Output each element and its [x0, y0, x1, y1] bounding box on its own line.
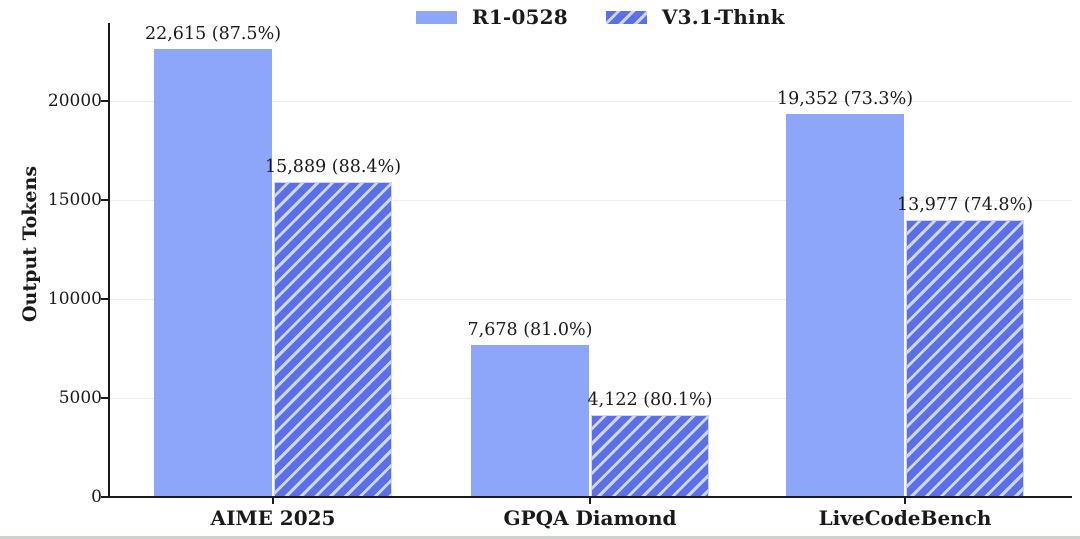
- x-axis-spine: [108, 496, 1072, 498]
- bar-value-r1-0528-aime-2025: 22,615 (87.5%): [144, 24, 282, 45]
- window-bottom-edge: [0, 536, 1080, 539]
- gridline-10000: [110, 298, 1072, 300]
- bar-r1-0528-gpqa-diamond: [471, 344, 589, 498]
- y-tick-label-5000: 5000: [58, 388, 102, 408]
- bar-value-v3-1-think-livecodebench: 13,977 (74.8%): [896, 195, 1034, 216]
- gridline-15000: [110, 199, 1072, 201]
- y-tick-15000: [101, 199, 108, 201]
- y-tick-0: [101, 496, 108, 498]
- bar-v3-1-think-livecodebench: [906, 220, 1024, 498]
- x-category-livecodebench: LiveCodeBench: [818, 506, 992, 530]
- bar-r1-0528-livecodebench: [786, 113, 904, 498]
- bar-value-v3-1-think-aime-2025: 15,889 (88.4%): [264, 157, 402, 178]
- x-tick-aime-2025: [272, 498, 274, 504]
- legend-item-r1-0528: R1-0528: [416, 5, 568, 29]
- legend-label-v31-think: V3.1-Think: [661, 5, 785, 29]
- legend: R1-0528 V3.1-Think: [416, 5, 785, 29]
- x-category-aime-2025: AIME 2025: [210, 506, 336, 530]
- y-tick-10000: [101, 298, 108, 300]
- bar-value-r1-0528-livecodebench: 19,352 (73.3%): [776, 88, 914, 109]
- legend-swatch-hatched: [605, 10, 647, 24]
- bar-value-r1-0528-gpqa-diamond: 7,678 (81.0%): [467, 319, 593, 340]
- y-tick-label-0: 0: [91, 487, 102, 507]
- x-tick-livecodebench: [904, 498, 906, 504]
- gridline-20000: [110, 100, 1072, 102]
- y-axis-spine: [108, 23, 110, 498]
- bar-v3-1-think-gpqa-diamond: [591, 415, 709, 498]
- gridline-5000: [110, 397, 1072, 399]
- y-tick-5000: [101, 397, 108, 399]
- legend-swatch-solid: [416, 10, 457, 24]
- bar-v3-1-think-aime-2025: [274, 182, 392, 498]
- x-category-gpqa-diamond: GPQA Diamond: [503, 506, 677, 530]
- bar-r1-0528-aime-2025: [154, 49, 272, 498]
- x-tick-gpqa-diamond: [589, 498, 591, 504]
- y-tick-20000: [101, 100, 108, 102]
- y-tick-label-20000: 20000: [47, 91, 102, 111]
- legend-label-r1-0528: R1-0528: [472, 5, 568, 29]
- y-tick-label-15000: 15000: [47, 190, 102, 210]
- y-tick-label-10000: 10000: [47, 289, 102, 309]
- legend-item-v31-think: V3.1-Think: [605, 5, 785, 29]
- bar-value-v3-1-think-gpqa-diamond: 4,122 (80.1%): [587, 390, 713, 411]
